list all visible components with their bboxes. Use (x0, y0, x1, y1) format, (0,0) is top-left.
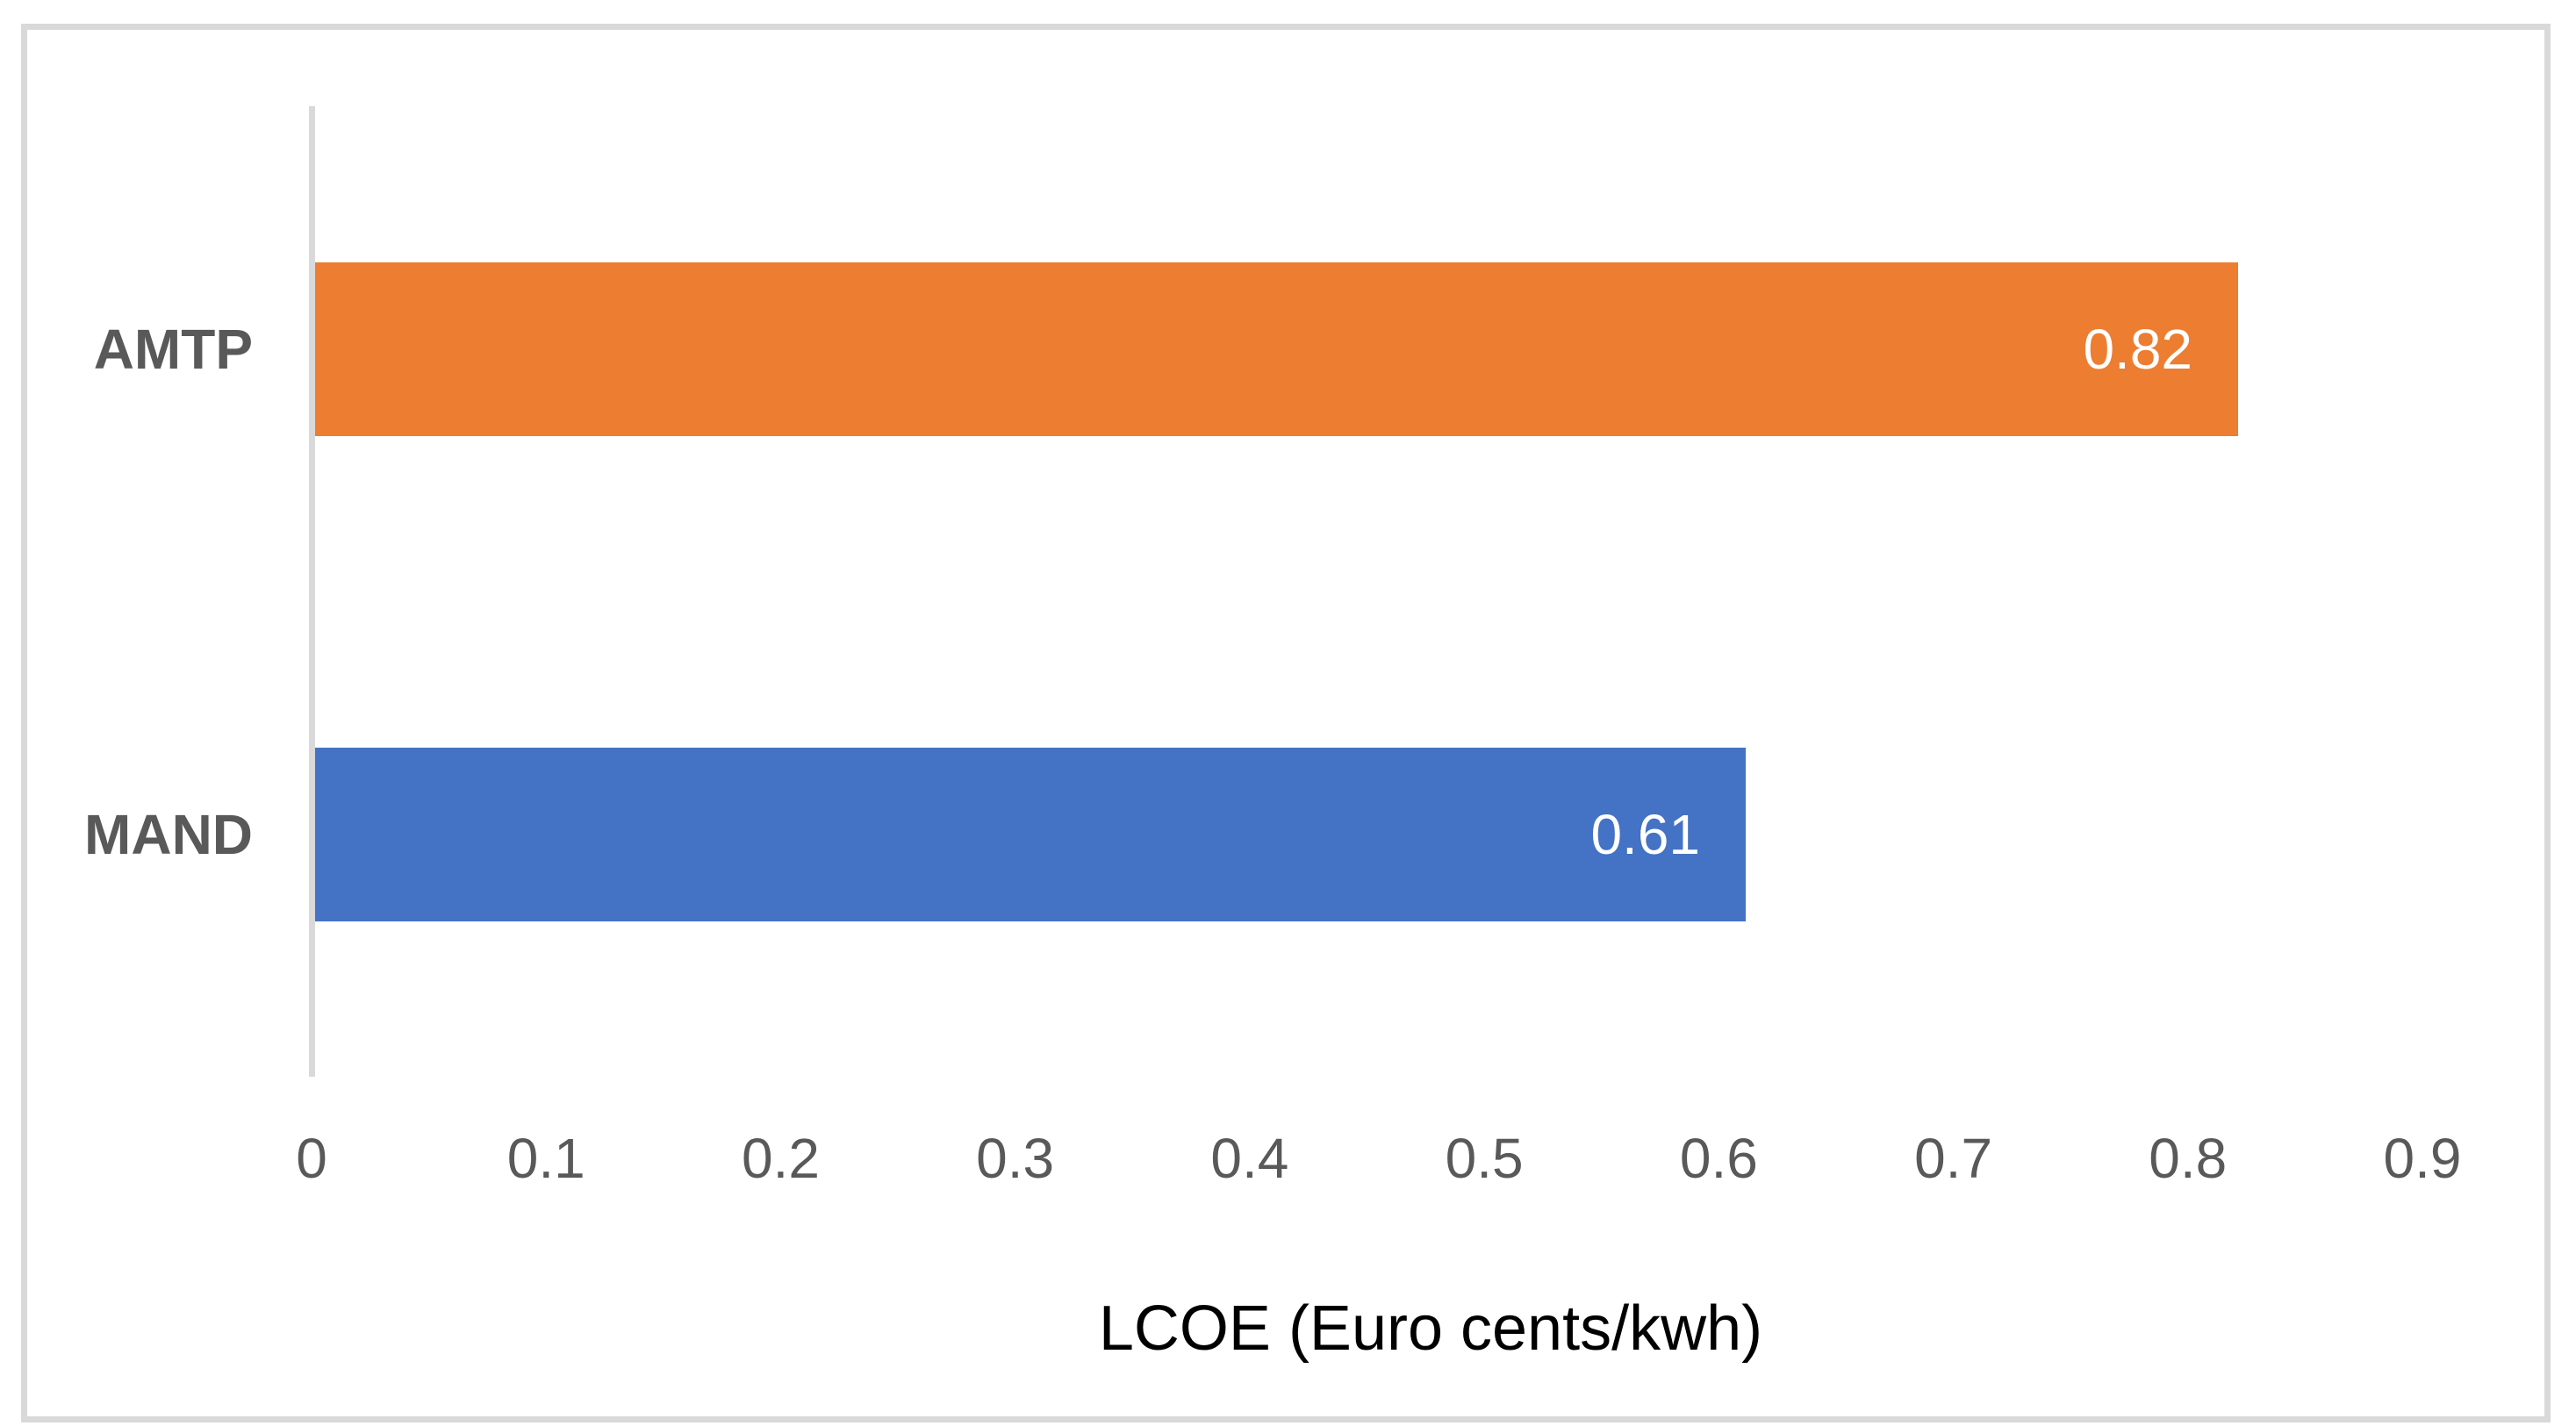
data-label: 0.61 (1590, 802, 1700, 866)
x-tick-label: 0.3 (976, 1127, 1055, 1190)
x-tick-label: 0.5 (1445, 1127, 1524, 1190)
chart-border (21, 24, 2551, 1422)
category-label-amtp: AMTP (93, 317, 253, 381)
x-tick-label: 0.4 (1210, 1127, 1289, 1190)
bar-amtp: 0.82 (315, 262, 2238, 436)
bar-mand: 0.61 (315, 747, 1746, 921)
x-tick-label: 0.1 (506, 1127, 585, 1190)
x-tick-label: 0.7 (1914, 1127, 1993, 1190)
x-tick-label: 0 (296, 1127, 327, 1190)
x-tick-label: 0.8 (2149, 1127, 2228, 1190)
data-label: 0.82 (2083, 317, 2192, 381)
x-tick-label: 0.9 (2383, 1127, 2462, 1190)
x-axis-title: LCOE (Euro cents/kwh) (1098, 1293, 1763, 1364)
category-axis-line (309, 106, 315, 1077)
category-label-mand: MAND (84, 802, 253, 866)
x-tick-label: 0.6 (1679, 1127, 1758, 1190)
x-tick-label: 0.2 (741, 1127, 820, 1190)
